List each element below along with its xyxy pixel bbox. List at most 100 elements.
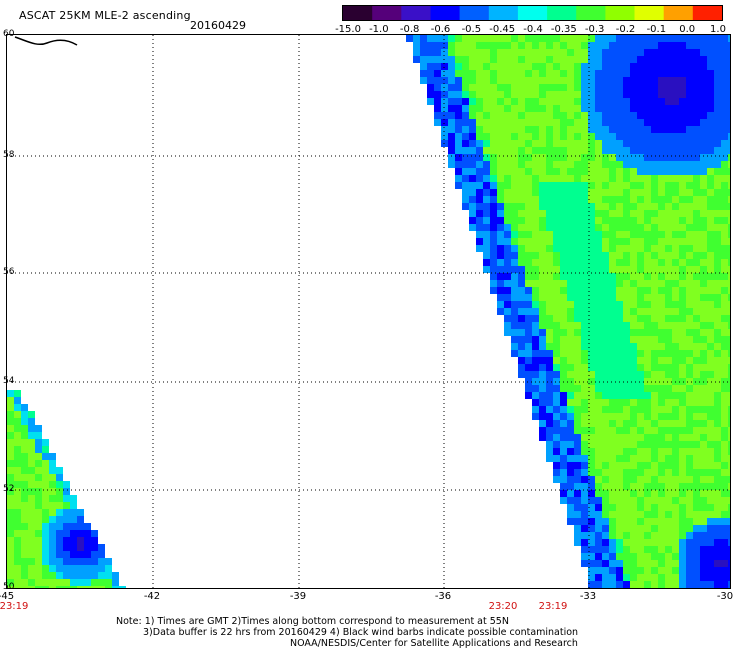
swath-cell bbox=[728, 287, 730, 294]
swath-cell bbox=[476, 77, 483, 84]
swath-cell bbox=[469, 84, 476, 91]
swath-cell bbox=[686, 483, 693, 490]
swath-cell bbox=[504, 70, 511, 77]
swath-cell bbox=[567, 511, 574, 518]
swath-cell bbox=[14, 551, 21, 558]
swath-cell bbox=[483, 63, 490, 70]
swath-cell bbox=[672, 182, 679, 189]
swath-cell bbox=[672, 196, 679, 203]
swath-cell bbox=[553, 63, 560, 70]
swath-cell bbox=[581, 539, 588, 546]
colorbar-segment bbox=[401, 6, 432, 20]
swath-cell bbox=[546, 224, 553, 231]
swath-cell bbox=[609, 259, 616, 266]
swath-cell bbox=[546, 112, 553, 119]
swath-cell bbox=[602, 175, 609, 182]
swath-cell bbox=[588, 42, 595, 49]
swath-cell bbox=[77, 523, 84, 530]
swath-cell bbox=[707, 154, 714, 161]
swath-cell bbox=[553, 203, 560, 210]
swath-cell bbox=[623, 56, 630, 63]
swath-cell bbox=[700, 210, 707, 217]
swath-cell bbox=[490, 182, 497, 189]
swath-cell bbox=[714, 161, 721, 168]
swath-cell bbox=[630, 140, 637, 147]
swath-cell bbox=[511, 119, 518, 126]
swath-cell bbox=[511, 77, 518, 84]
swath-cell bbox=[609, 42, 616, 49]
swath-cell bbox=[609, 252, 616, 259]
swath-cell bbox=[609, 553, 616, 560]
swath-cell bbox=[644, 532, 651, 539]
swath-cell bbox=[602, 420, 609, 427]
swath-cell bbox=[7, 502, 14, 509]
swath-cell bbox=[686, 273, 693, 280]
swath-cell bbox=[518, 224, 525, 231]
swath-cell bbox=[413, 42, 420, 49]
swath-cell bbox=[651, 483, 658, 490]
swath-cell bbox=[483, 168, 490, 175]
swath-map bbox=[7, 35, 730, 588]
swath-cell bbox=[476, 105, 483, 112]
swath-cell bbox=[623, 168, 630, 175]
swath-cell bbox=[728, 413, 730, 420]
swath-cell bbox=[616, 238, 623, 245]
swath-cell bbox=[637, 546, 644, 553]
swath-cell bbox=[518, 189, 525, 196]
swath-cell bbox=[581, 70, 588, 77]
swath-cell bbox=[637, 119, 644, 126]
swath-cell bbox=[588, 441, 595, 448]
swath-cell bbox=[546, 343, 553, 350]
swath-cell bbox=[567, 385, 574, 392]
swath-cell bbox=[28, 418, 35, 425]
swath-cell bbox=[623, 315, 630, 322]
swath-cell bbox=[532, 189, 539, 196]
swath-cell bbox=[707, 441, 714, 448]
swath-cell bbox=[658, 441, 665, 448]
swath-cell bbox=[609, 413, 616, 420]
swath-cell bbox=[721, 490, 728, 497]
swath-cell bbox=[644, 140, 651, 147]
swath-cell bbox=[651, 392, 658, 399]
swath-cell bbox=[714, 63, 721, 70]
swath-cell bbox=[546, 140, 553, 147]
swath-cell bbox=[728, 399, 730, 406]
swath-cell bbox=[469, 133, 476, 140]
swath-cell bbox=[49, 509, 56, 516]
swath-cell bbox=[518, 203, 525, 210]
swath-cell bbox=[532, 238, 539, 245]
swath-cell bbox=[644, 294, 651, 301]
swath-cell bbox=[721, 63, 728, 70]
swath-cell bbox=[448, 98, 455, 105]
swath-cell bbox=[553, 147, 560, 154]
swath-cell bbox=[567, 476, 574, 483]
swath-cell bbox=[658, 189, 665, 196]
swath-cell bbox=[700, 56, 707, 63]
swath-cell bbox=[602, 168, 609, 175]
swath-cell bbox=[644, 189, 651, 196]
swath-cell bbox=[616, 140, 623, 147]
swath-cell bbox=[721, 147, 728, 154]
swath-cell bbox=[609, 35, 616, 42]
swath-cell bbox=[602, 469, 609, 476]
swath-cell bbox=[658, 56, 665, 63]
swath-cell bbox=[609, 161, 616, 168]
swath-cell bbox=[567, 336, 574, 343]
swath-cell bbox=[609, 154, 616, 161]
swath-cell bbox=[630, 84, 637, 91]
swath-cell bbox=[665, 434, 672, 441]
swath-cell bbox=[609, 336, 616, 343]
swath-cell bbox=[602, 490, 609, 497]
swath-cell bbox=[672, 420, 679, 427]
swath-cell bbox=[686, 182, 693, 189]
swath-cell bbox=[616, 42, 623, 49]
swath-cell bbox=[532, 161, 539, 168]
swath-cell bbox=[595, 357, 602, 364]
swath-cell bbox=[56, 551, 63, 558]
swath-cell bbox=[707, 203, 714, 210]
swath-cell bbox=[616, 49, 623, 56]
swath-cell bbox=[609, 84, 616, 91]
swath-cell bbox=[609, 427, 616, 434]
swath-cell bbox=[616, 280, 623, 287]
swath-cell bbox=[686, 84, 693, 91]
